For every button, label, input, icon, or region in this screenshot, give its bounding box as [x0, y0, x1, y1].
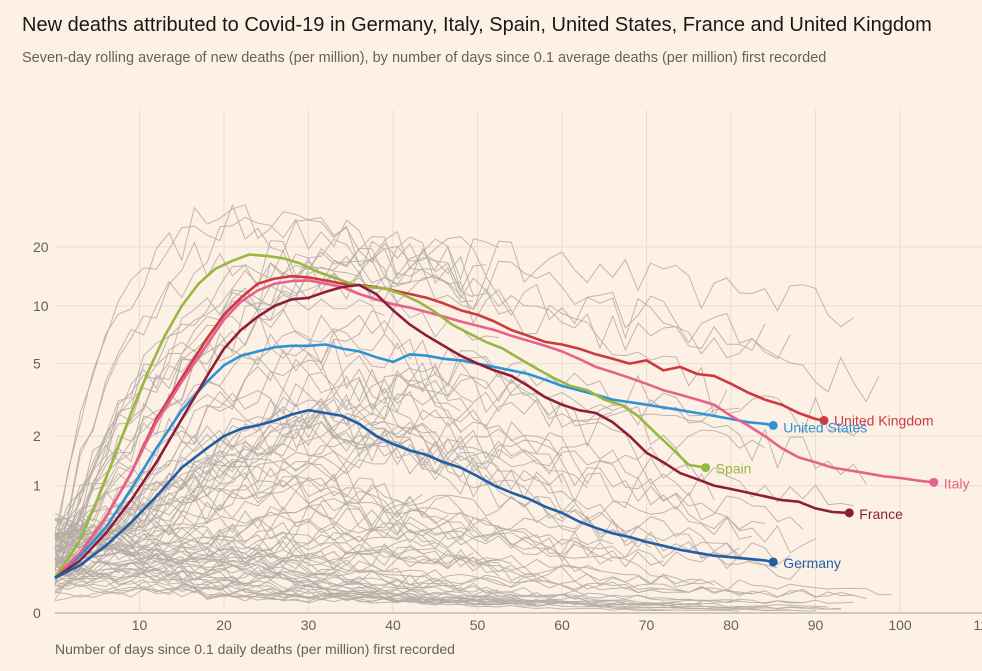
series-line	[54, 279, 934, 579]
series-label: United Kingdom	[834, 413, 934, 429]
background-country-line	[54, 540, 487, 605]
background-country-line	[54, 251, 880, 537]
background-country-line	[54, 379, 474, 563]
axis-tick-labels: 0 1 2 5 10 20 10 20 30 40 50 60 70 80 90 100 110	[33, 239, 982, 633]
background-country-line	[54, 203, 499, 550]
series-end-dot	[819, 416, 829, 426]
series-label: Italy	[944, 475, 970, 491]
background-country-line	[54, 540, 550, 582]
x-tick-label: 30	[301, 617, 317, 633]
series-line	[54, 343, 774, 579]
background-country-line	[54, 216, 854, 572]
series-spain: Spain	[53, 253, 752, 579]
background-country-line	[54, 404, 411, 535]
background-country-line	[54, 405, 436, 564]
x-tick-label: 20	[216, 617, 232, 633]
series-end-dot	[768, 557, 778, 567]
series-end-dot	[768, 420, 778, 430]
background-country-line	[54, 308, 537, 562]
y-tick-label: 20	[33, 239, 49, 255]
x-tick-label: 10	[132, 617, 148, 633]
background-country-line	[54, 531, 474, 561]
background-country-line	[54, 562, 740, 602]
series-label: Germany	[783, 555, 841, 571]
background-country-line	[54, 579, 829, 608]
background-country-line	[54, 291, 816, 570]
background-country-line	[54, 474, 702, 588]
background-country-line	[54, 582, 854, 605]
x-tick-label: 110	[973, 617, 982, 633]
series-united-states: United States	[54, 343, 867, 579]
series-line	[54, 274, 825, 579]
x-tick-label: 60	[554, 617, 570, 633]
x-tick-label: 50	[470, 617, 486, 633]
series-line	[54, 283, 850, 579]
background-country-line	[54, 453, 715, 586]
chart-subtitle: Seven-day rolling average of new deaths …	[22, 50, 827, 66]
background-country-lines	[54, 203, 892, 612]
background-country-line	[54, 257, 512, 581]
series-line	[53, 253, 706, 579]
x-tick-label: 40	[385, 617, 401, 633]
y-tick-label: 1	[33, 478, 41, 494]
background-country-line	[54, 238, 474, 565]
series-label: Spain	[716, 461, 752, 477]
series-germany: Germany	[54, 408, 841, 579]
background-country-line	[54, 393, 765, 549]
background-country-line	[54, 355, 867, 543]
background-country-line	[54, 457, 753, 593]
series-label: United States	[783, 419, 867, 435]
background-country-line	[54, 426, 563, 564]
background-country-line	[54, 236, 791, 559]
x-tick-label: 70	[639, 617, 655, 633]
series-united-kingdom: United Kingdom	[54, 274, 934, 579]
y-tick-label: 10	[33, 298, 49, 314]
series-end-dot	[844, 508, 854, 518]
y-tick-label: 0	[33, 605, 41, 621]
background-country-line	[54, 558, 791, 612]
background-country-line	[54, 501, 613, 559]
background-country-line	[54, 388, 854, 542]
y-tick-label: 2	[33, 428, 41, 444]
x-tick-label: 90	[808, 617, 824, 633]
background-country-line	[54, 498, 664, 590]
series-end-dot	[929, 477, 939, 487]
background-country-line	[54, 506, 740, 566]
chart-title: New deaths attributed to Covid-19 in Ger…	[22, 14, 932, 36]
background-country-line	[54, 460, 423, 548]
x-tick-label: 80	[723, 617, 739, 633]
x-axis-label: Number of days since 0.1 daily deaths (p…	[55, 641, 455, 657]
x-tick-label: 100	[888, 617, 912, 633]
background-country-line	[54, 373, 766, 586]
background-country-line	[54, 477, 613, 562]
background-country-line	[54, 426, 499, 543]
background-country-line	[54, 476, 740, 582]
series-label: France	[859, 506, 903, 522]
y-tick-label: 5	[33, 356, 41, 372]
background-country-line	[54, 240, 474, 586]
series-line	[54, 408, 774, 579]
background-country-line	[54, 552, 448, 587]
background-country-line	[54, 314, 690, 570]
background-country-line	[54, 527, 436, 591]
background-country-line	[54, 523, 601, 575]
background-country-line	[54, 204, 462, 535]
background-country-line	[54, 583, 803, 604]
series-italy: Italy	[54, 279, 970, 579]
series-end-dot	[701, 463, 711, 473]
background-country-line	[54, 557, 867, 600]
background-country-line	[54, 241, 766, 560]
background-country-line	[54, 543, 537, 587]
series-france: France	[54, 283, 903, 579]
